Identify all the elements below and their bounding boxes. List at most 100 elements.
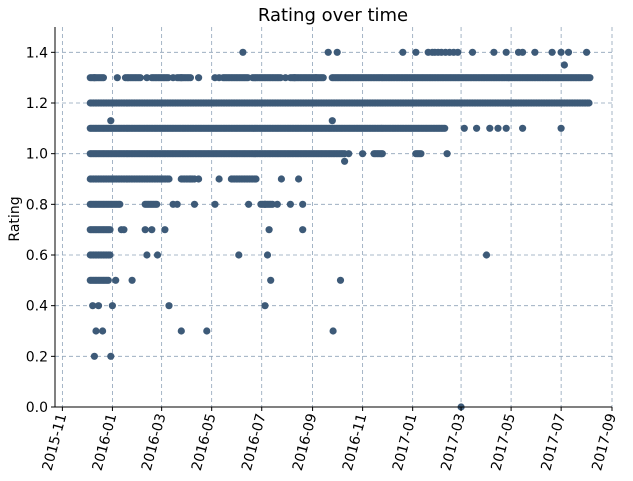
data-point xyxy=(412,48,420,56)
data-point xyxy=(585,99,593,107)
y-tick-label: 1.2 xyxy=(26,96,48,112)
x-tick-label: 2016-09 xyxy=(290,412,321,473)
data-point xyxy=(104,276,112,284)
data-point xyxy=(290,74,299,82)
data-point xyxy=(286,200,294,208)
data-point xyxy=(454,48,462,56)
data-point xyxy=(460,124,468,132)
data-point xyxy=(482,251,491,259)
data-point xyxy=(136,74,144,82)
data-point xyxy=(263,251,272,259)
data-point xyxy=(153,200,161,208)
data-point xyxy=(399,48,407,56)
y-axis-label: Rating xyxy=(7,196,23,241)
data-point xyxy=(169,74,177,82)
data-point xyxy=(548,48,556,56)
chart-title: Rating over time xyxy=(258,5,408,26)
data-point xyxy=(177,327,185,335)
data-point xyxy=(143,74,151,82)
data-point xyxy=(299,200,307,208)
data-points xyxy=(86,48,594,411)
data-point xyxy=(165,175,173,183)
y-tick-label: 0.8 xyxy=(26,197,48,213)
data-point xyxy=(494,124,502,132)
data-point xyxy=(281,74,290,82)
data-point xyxy=(329,327,337,335)
data-point xyxy=(128,276,136,284)
data-point xyxy=(113,74,121,82)
x-tick-label: 2015-11 xyxy=(40,412,71,473)
data-point xyxy=(107,117,115,125)
y-tick-label: 0.0 xyxy=(26,400,48,416)
data-point xyxy=(583,48,591,56)
tick-labels: 0.0 0.2 0.4 0.6 0.8 1.0 1.2 1.4 2015-11 2016-01 20… xyxy=(26,45,620,472)
data-point xyxy=(473,124,481,132)
data-point xyxy=(90,74,98,82)
x-tick-label: 2016-07 xyxy=(239,412,270,473)
data-point xyxy=(116,200,124,208)
data-point xyxy=(90,352,98,360)
data-point xyxy=(261,302,269,310)
y-tick-label: 1.0 xyxy=(26,147,48,163)
data-point xyxy=(273,200,281,208)
data-point xyxy=(345,150,353,158)
data-point xyxy=(441,124,449,132)
data-point xyxy=(490,48,498,56)
data-point xyxy=(319,74,327,82)
data-point xyxy=(161,226,169,234)
data-point xyxy=(252,175,260,183)
data-point xyxy=(165,302,173,310)
data-point xyxy=(215,74,223,82)
data-point xyxy=(239,48,247,56)
x-tick-label: 2016-03 xyxy=(139,412,170,473)
data-point xyxy=(173,200,181,208)
data-point xyxy=(333,48,341,56)
x-tick-label: 2016-11 xyxy=(340,412,371,473)
data-point xyxy=(417,150,425,158)
data-point xyxy=(106,251,114,259)
data-point xyxy=(560,61,569,69)
data-point xyxy=(443,150,451,158)
data-point xyxy=(177,74,185,82)
data-point xyxy=(468,48,477,56)
data-point xyxy=(107,352,115,360)
data-point xyxy=(94,302,103,310)
y-tick-label: 0.2 xyxy=(26,349,48,365)
data-point xyxy=(215,175,223,183)
data-point xyxy=(186,175,194,183)
data-point xyxy=(502,124,510,132)
data-point xyxy=(245,200,253,208)
data-point xyxy=(359,150,367,158)
data-point xyxy=(235,251,243,259)
y-tick-label: 1.4 xyxy=(26,45,48,61)
data-point xyxy=(295,175,303,183)
data-point xyxy=(336,276,345,284)
x-tick-label: 2016-05 xyxy=(189,412,220,473)
data-point xyxy=(586,74,594,82)
data-point xyxy=(141,226,149,234)
data-point xyxy=(190,200,199,208)
data-point xyxy=(195,175,203,183)
x-tick-label: 2017-01 xyxy=(390,412,421,473)
data-point xyxy=(265,226,273,234)
data-point xyxy=(341,157,349,165)
data-point xyxy=(486,124,494,132)
data-point xyxy=(267,276,275,284)
data-point xyxy=(519,48,527,56)
data-point xyxy=(120,226,128,234)
data-point xyxy=(312,74,320,82)
data-point xyxy=(143,251,151,259)
data-point xyxy=(261,200,269,208)
axes xyxy=(51,27,613,411)
data-point xyxy=(108,302,116,310)
data-point xyxy=(203,327,211,335)
data-point xyxy=(148,226,156,234)
data-point xyxy=(106,226,114,234)
data-point xyxy=(153,251,162,259)
data-point xyxy=(92,327,100,335)
data-point xyxy=(277,175,285,183)
data-point xyxy=(186,74,194,82)
data-point xyxy=(99,327,107,335)
data-point xyxy=(564,48,573,56)
